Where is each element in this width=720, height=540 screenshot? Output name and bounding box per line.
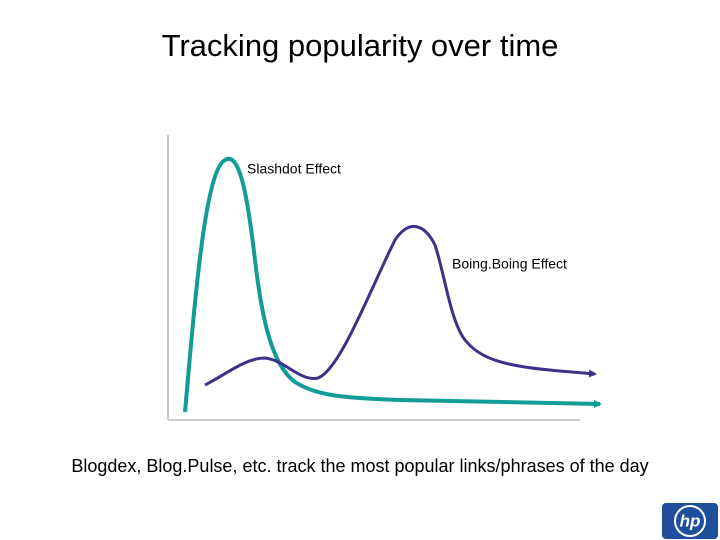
logo-ring xyxy=(674,505,706,537)
logo xyxy=(662,503,718,539)
title: Tracking popularity over time xyxy=(162,28,559,63)
boingboing-curve xyxy=(204,224,597,387)
curve-label: Boing.Boing Effect xyxy=(452,256,567,272)
slashdot-curve xyxy=(183,156,602,413)
curve-label: Slashdot Effect xyxy=(247,161,341,177)
caption: Blogdex, Blog.Pulse, etc. track the most… xyxy=(71,456,648,476)
logo-text: hp xyxy=(680,511,701,530)
